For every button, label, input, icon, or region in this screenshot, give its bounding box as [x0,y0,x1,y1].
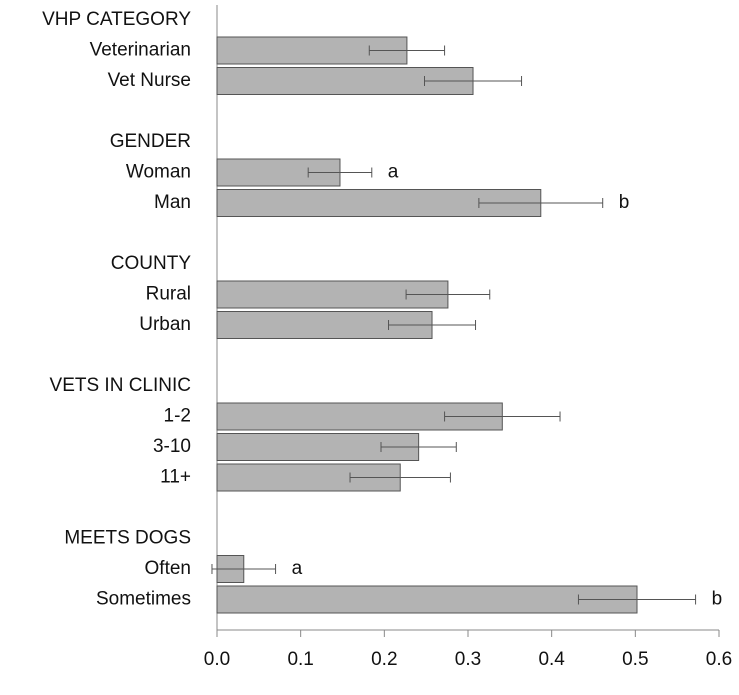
error-bar [349,472,451,483]
x-tick-label: 0.0 [204,649,230,670]
bar [216,585,638,614]
group-label: COUNTY [111,253,192,274]
error-bar [368,45,446,56]
annotation: a [388,162,399,183]
category-label: 3-10 [153,436,191,457]
x-tick-label: 0.3 [455,649,481,670]
category-label: Veterinarian [90,40,191,61]
annotation: b [712,589,723,610]
group-label: MEETS DOGS [64,528,191,549]
error-bar [405,289,491,300]
error-bar [478,198,604,208]
category-label: 1-2 [164,406,191,427]
category-label: Urban [139,314,191,335]
error-bar [423,76,523,86]
x-tick-label: 0.1 [287,649,313,670]
category-label: Vet Nurse [108,70,191,91]
category-label: Sometimes [96,589,191,610]
annotation: b [619,192,630,213]
annotation: a [292,558,303,579]
group-label: GENDER [110,131,191,152]
category-label: Woman [126,162,191,183]
x-tick-label: 0.2 [371,649,397,670]
error-bar [577,594,697,605]
error-bar [444,411,561,422]
category-label: Rural [146,284,191,305]
group-label: VETS IN CLINIC [50,375,191,396]
error-bar [307,167,373,178]
x-tick-label: 0.6 [706,649,732,670]
x-tick-label: 0.5 [622,649,648,670]
error-bar [388,320,477,330]
category-label: 11+ [160,467,191,488]
error-bar [380,442,457,452]
error-bar [211,564,277,574]
group-label: VHP CATEGORY [42,9,191,30]
x-tick-label: 0.4 [538,649,565,670]
category-label: Often [145,558,191,579]
category-label: Man [154,192,191,213]
